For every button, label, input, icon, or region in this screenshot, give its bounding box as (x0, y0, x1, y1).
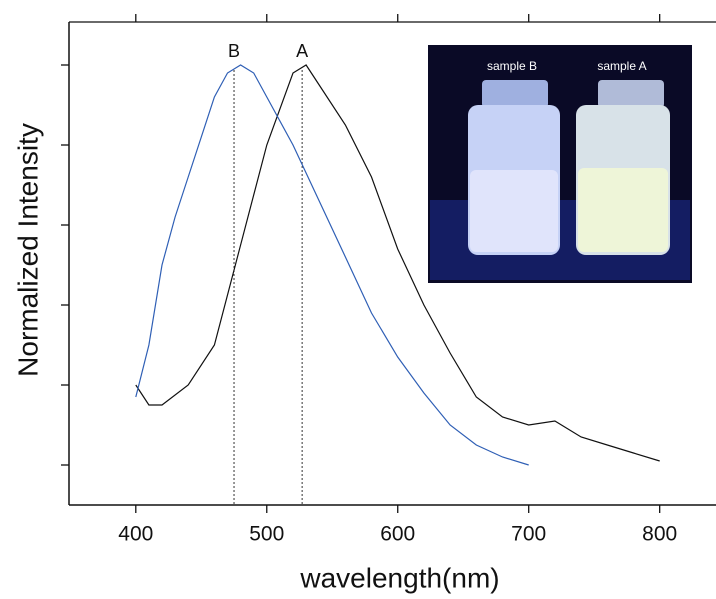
vial-cap (598, 80, 664, 108)
series-line (135, 64, 529, 466)
inset-photo: sample B sample A (428, 45, 692, 283)
vial-b-liquid (470, 170, 558, 252)
x-tick-label: 600 (380, 523, 415, 546)
annotation-label: B (228, 41, 240, 61)
vial-a-liquid (578, 168, 668, 252)
annotation-label: A (296, 41, 308, 61)
x-tick-label: 500 (249, 523, 284, 546)
inset-label: sample A (597, 59, 646, 73)
x-tick-label: 800 (642, 523, 677, 546)
x-tick-label: 400 (118, 523, 153, 546)
vial-cap (482, 80, 548, 108)
x-tick-label: 700 (511, 523, 546, 546)
x-axis-title: wavelength(nm) (299, 562, 499, 593)
inset-label: sample B (487, 59, 537, 73)
series-line (135, 64, 660, 462)
y-axis-title: Normalized Intensity (12, 123, 43, 377)
